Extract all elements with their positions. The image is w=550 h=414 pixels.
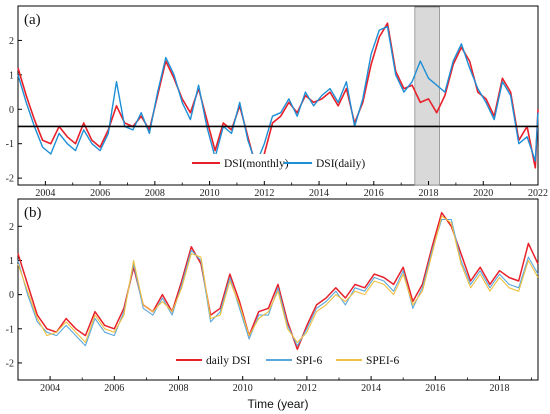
legend-label-spei6: SPEI-6 [366, 355, 399, 367]
x-tick-label: 2012 [254, 188, 274, 199]
x-tick-label: 2018 [419, 188, 439, 199]
legend-label-dsi-monthly: DSI(monthly) [224, 158, 289, 170]
legend-box [184, 154, 368, 172]
drought-period-shade [414, 6, 440, 186]
panel-b-label: (b) [24, 205, 42, 221]
y-tick-label: 1 [9, 256, 14, 267]
legend-label-spi6: SPI-6 [296, 355, 322, 367]
x-tick-label: 2010 [233, 383, 253, 394]
y-tick-label: 1 [9, 70, 14, 81]
panel-b-ticks: 2004 2006 2008 2010 2012 2014 2016 2018 -2 -1 0 1 2 [6, 222, 532, 394]
x-tick-label: 2004 [40, 383, 60, 394]
x-tick-label: 2020 [473, 188, 493, 199]
x-tick-label: 2008 [168, 383, 188, 394]
y-tick-label: 2 [9, 222, 14, 233]
y-tick-label: -2 [6, 358, 14, 369]
x-tick-label: 2008 [145, 188, 165, 199]
x-tick-label: 2006 [90, 188, 110, 199]
panel-a: 2004 2006 2008 2010 2012 2014 2016 2018 2020 2022… [6, 5, 548, 199]
series-line-spi-6 [17, 218, 539, 347]
panel-a-ticks: 2004 2006 2008 2010 2012 2014 2016 2018 2020 2022… [6, 36, 548, 199]
x-tick-label: 2016 [364, 188, 384, 199]
panel-b-series [17, 211, 539, 351]
shaded-region [414, 6, 440, 186]
x-tick-label: 2022 [528, 188, 548, 199]
x-tick-label: 2014 [361, 383, 381, 394]
x-tick-label: 2012 [297, 383, 317, 394]
y-tick-label: -1 [6, 139, 14, 150]
x-tick-label: 2006 [104, 383, 124, 394]
x-tick-label: 2010 [200, 188, 220, 199]
x-tick-label: 2014 [309, 188, 329, 199]
panel-a-series [17, 22, 539, 169]
y-tick-label: 0 [9, 290, 14, 301]
x-axis-title: Time (year) [248, 397, 309, 411]
panel-b: 2004 2006 2008 2010 2012 2014 2016 2018-2-1012 … [6, 198, 539, 411]
y-tick-label: -2 [6, 174, 14, 185]
panel-a-legend: DSI(monthly) DSI(daily) [184, 154, 368, 172]
panel-b-legend: daily DSI SPI-6 SPEI-6 [168, 351, 399, 369]
series-line-daily-dsi [17, 211, 539, 351]
x-tick-label: 2018 [489, 383, 509, 394]
x-tick-label: 2004 [35, 188, 55, 199]
legend-label-dsi-daily: DSI(daily) [316, 158, 365, 170]
legend-label-daily-dsi: daily DSI [206, 355, 251, 367]
series-line-spei-6 [17, 215, 539, 343]
y-tick-label: 0 [9, 105, 14, 116]
panel-a-frame [17, 5, 539, 186]
series-line-dsi-monthly [17, 22, 539, 169]
panel-a-label: (a) [24, 12, 41, 28]
x-tick-label: 2016 [425, 383, 445, 394]
series-line-dsi-daily [17, 26, 539, 166]
y-tick-label: -1 [6, 324, 14, 335]
panel-b-frame [17, 198, 539, 381]
y-tick-label: 2 [9, 36, 14, 47]
